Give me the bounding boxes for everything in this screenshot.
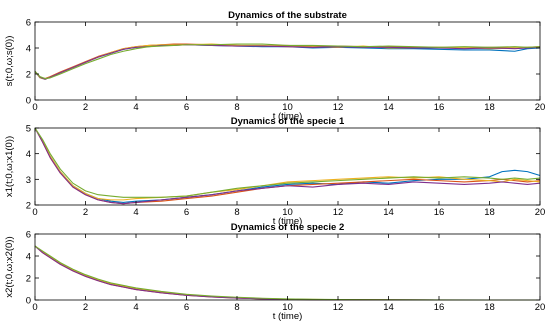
- y-tick-label: 4: [26, 252, 31, 263]
- x-tick-label: 0: [32, 102, 37, 113]
- x-tick-label: 10: [282, 207, 293, 218]
- panel-3: 0 2 4 6 8 10 12 14 16 18 20 0 2 4 6 Dynamics of the spe…: [4, 222, 545, 322]
- y-tick-label: 2: [26, 201, 31, 212]
- series-line-5: [34, 43, 541, 80]
- panel-title: Dynamics of the specie 2: [231, 222, 345, 233]
- series-line-2: [34, 127, 541, 205]
- x-tick-label: 20: [535, 302, 545, 313]
- panel-title: Dynamics of the substrate: [228, 10, 347, 21]
- x-tick-label: 18: [484, 302, 495, 313]
- x-tick-label: 2: [83, 102, 88, 113]
- x-tick-label: 18: [484, 102, 495, 113]
- x-tick-label: 8: [234, 302, 239, 313]
- series-line-2: [34, 43, 541, 80]
- y-tick-label: 5: [26, 124, 31, 135]
- y-axis-label: x2(t;0,ω;x2(0)): [4, 236, 15, 297]
- y-tick-label: 2: [26, 70, 31, 81]
- x-tick-label: 20: [535, 207, 545, 218]
- y-tick-label: 0: [26, 296, 31, 307]
- x-tick-label: 16: [434, 102, 445, 113]
- y-axis-label: x1(t;0,ω;x1(0)): [4, 136, 15, 197]
- series-line-4: [34, 245, 540, 301]
- y-tick-label: 4: [26, 44, 31, 55]
- series-line-1: [34, 44, 541, 80]
- x-tick-label: 12: [333, 302, 344, 313]
- x-tick-label: 6: [184, 302, 189, 313]
- series-line-1: [34, 127, 541, 203]
- x-axis-label: t (time): [273, 111, 303, 122]
- plot-frame: [34, 127, 541, 206]
- series-line-5: [34, 127, 541, 198]
- series-line-3: [34, 43, 540, 80]
- x-tick-label: 18: [484, 207, 495, 218]
- x-tick-label: 8: [234, 207, 239, 218]
- x-tick-label: 14: [383, 207, 394, 218]
- x-tick-label: 6: [184, 207, 189, 218]
- series-line-5: [34, 245, 540, 301]
- y-tick-label: 6: [26, 230, 31, 241]
- y-axis-label: s(t;0,ω;s(0)): [4, 36, 15, 87]
- x-tick-label: 4: [133, 102, 138, 113]
- series-line-2: [34, 245, 540, 301]
- y-tick-label: 3: [26, 175, 31, 186]
- x-tick-label: 14: [383, 102, 394, 113]
- x-axis-label: t (time): [273, 311, 303, 322]
- x-tick-label: 4: [133, 302, 138, 313]
- x-tick-label: 12: [333, 207, 344, 218]
- series-line-3: [34, 245, 540, 301]
- x-tick-label: 6: [184, 102, 189, 113]
- x-tick-label: 16: [434, 207, 445, 218]
- x-tick-label: 4: [133, 207, 138, 218]
- plot-frame: [34, 233, 541, 301]
- x-tick-label: 20: [535, 102, 545, 113]
- series-line-4: [34, 127, 541, 205]
- x-tick-label: 12: [333, 102, 344, 113]
- x-tick-label: 8: [234, 102, 239, 113]
- x-axis-label: t (time): [273, 216, 303, 227]
- series-line-1: [34, 245, 540, 301]
- x-tick-label: 2: [83, 302, 88, 313]
- panel-1: 0 2 4 6 8 10 12 14 16 18 20 0 2 4 6 Dynamics of the sub…: [4, 10, 545, 122]
- y-tick-label: 6: [26, 18, 31, 29]
- plot-frame: [34, 21, 541, 101]
- y-tick-label: 0: [26, 96, 31, 107]
- x-tick-label: 10: [282, 302, 293, 313]
- series-line-3: [34, 127, 541, 201]
- x-tick-label: 0: [32, 207, 37, 218]
- y-tick-label: 4: [26, 149, 31, 160]
- panel-title: Dynamics of the specie 1: [231, 116, 345, 127]
- y-tick-label: 2: [26, 274, 31, 285]
- x-tick-label: 16: [434, 302, 445, 313]
- x-tick-label: 2: [83, 207, 88, 218]
- x-tick-label: 14: [383, 302, 394, 313]
- x-tick-label: 0: [32, 302, 37, 313]
- x-tick-label: 10: [282, 102, 293, 113]
